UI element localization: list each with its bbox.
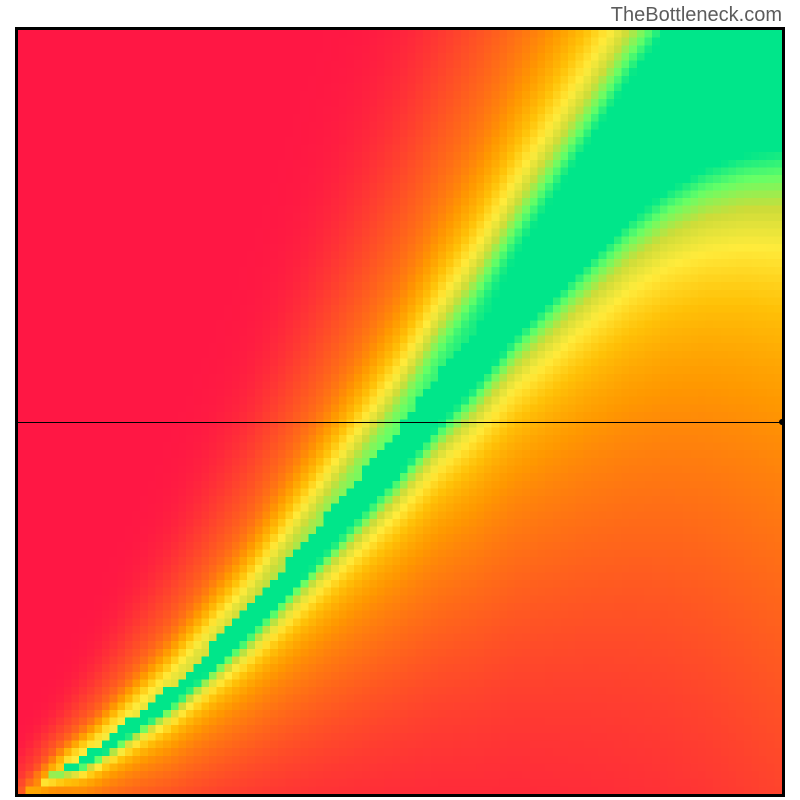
crosshair-horizontal xyxy=(18,422,782,423)
bottleneck-heatmap xyxy=(18,30,782,794)
crosshair-end-marker xyxy=(779,419,785,425)
watermark-text: TheBottleneck.com xyxy=(611,4,782,27)
